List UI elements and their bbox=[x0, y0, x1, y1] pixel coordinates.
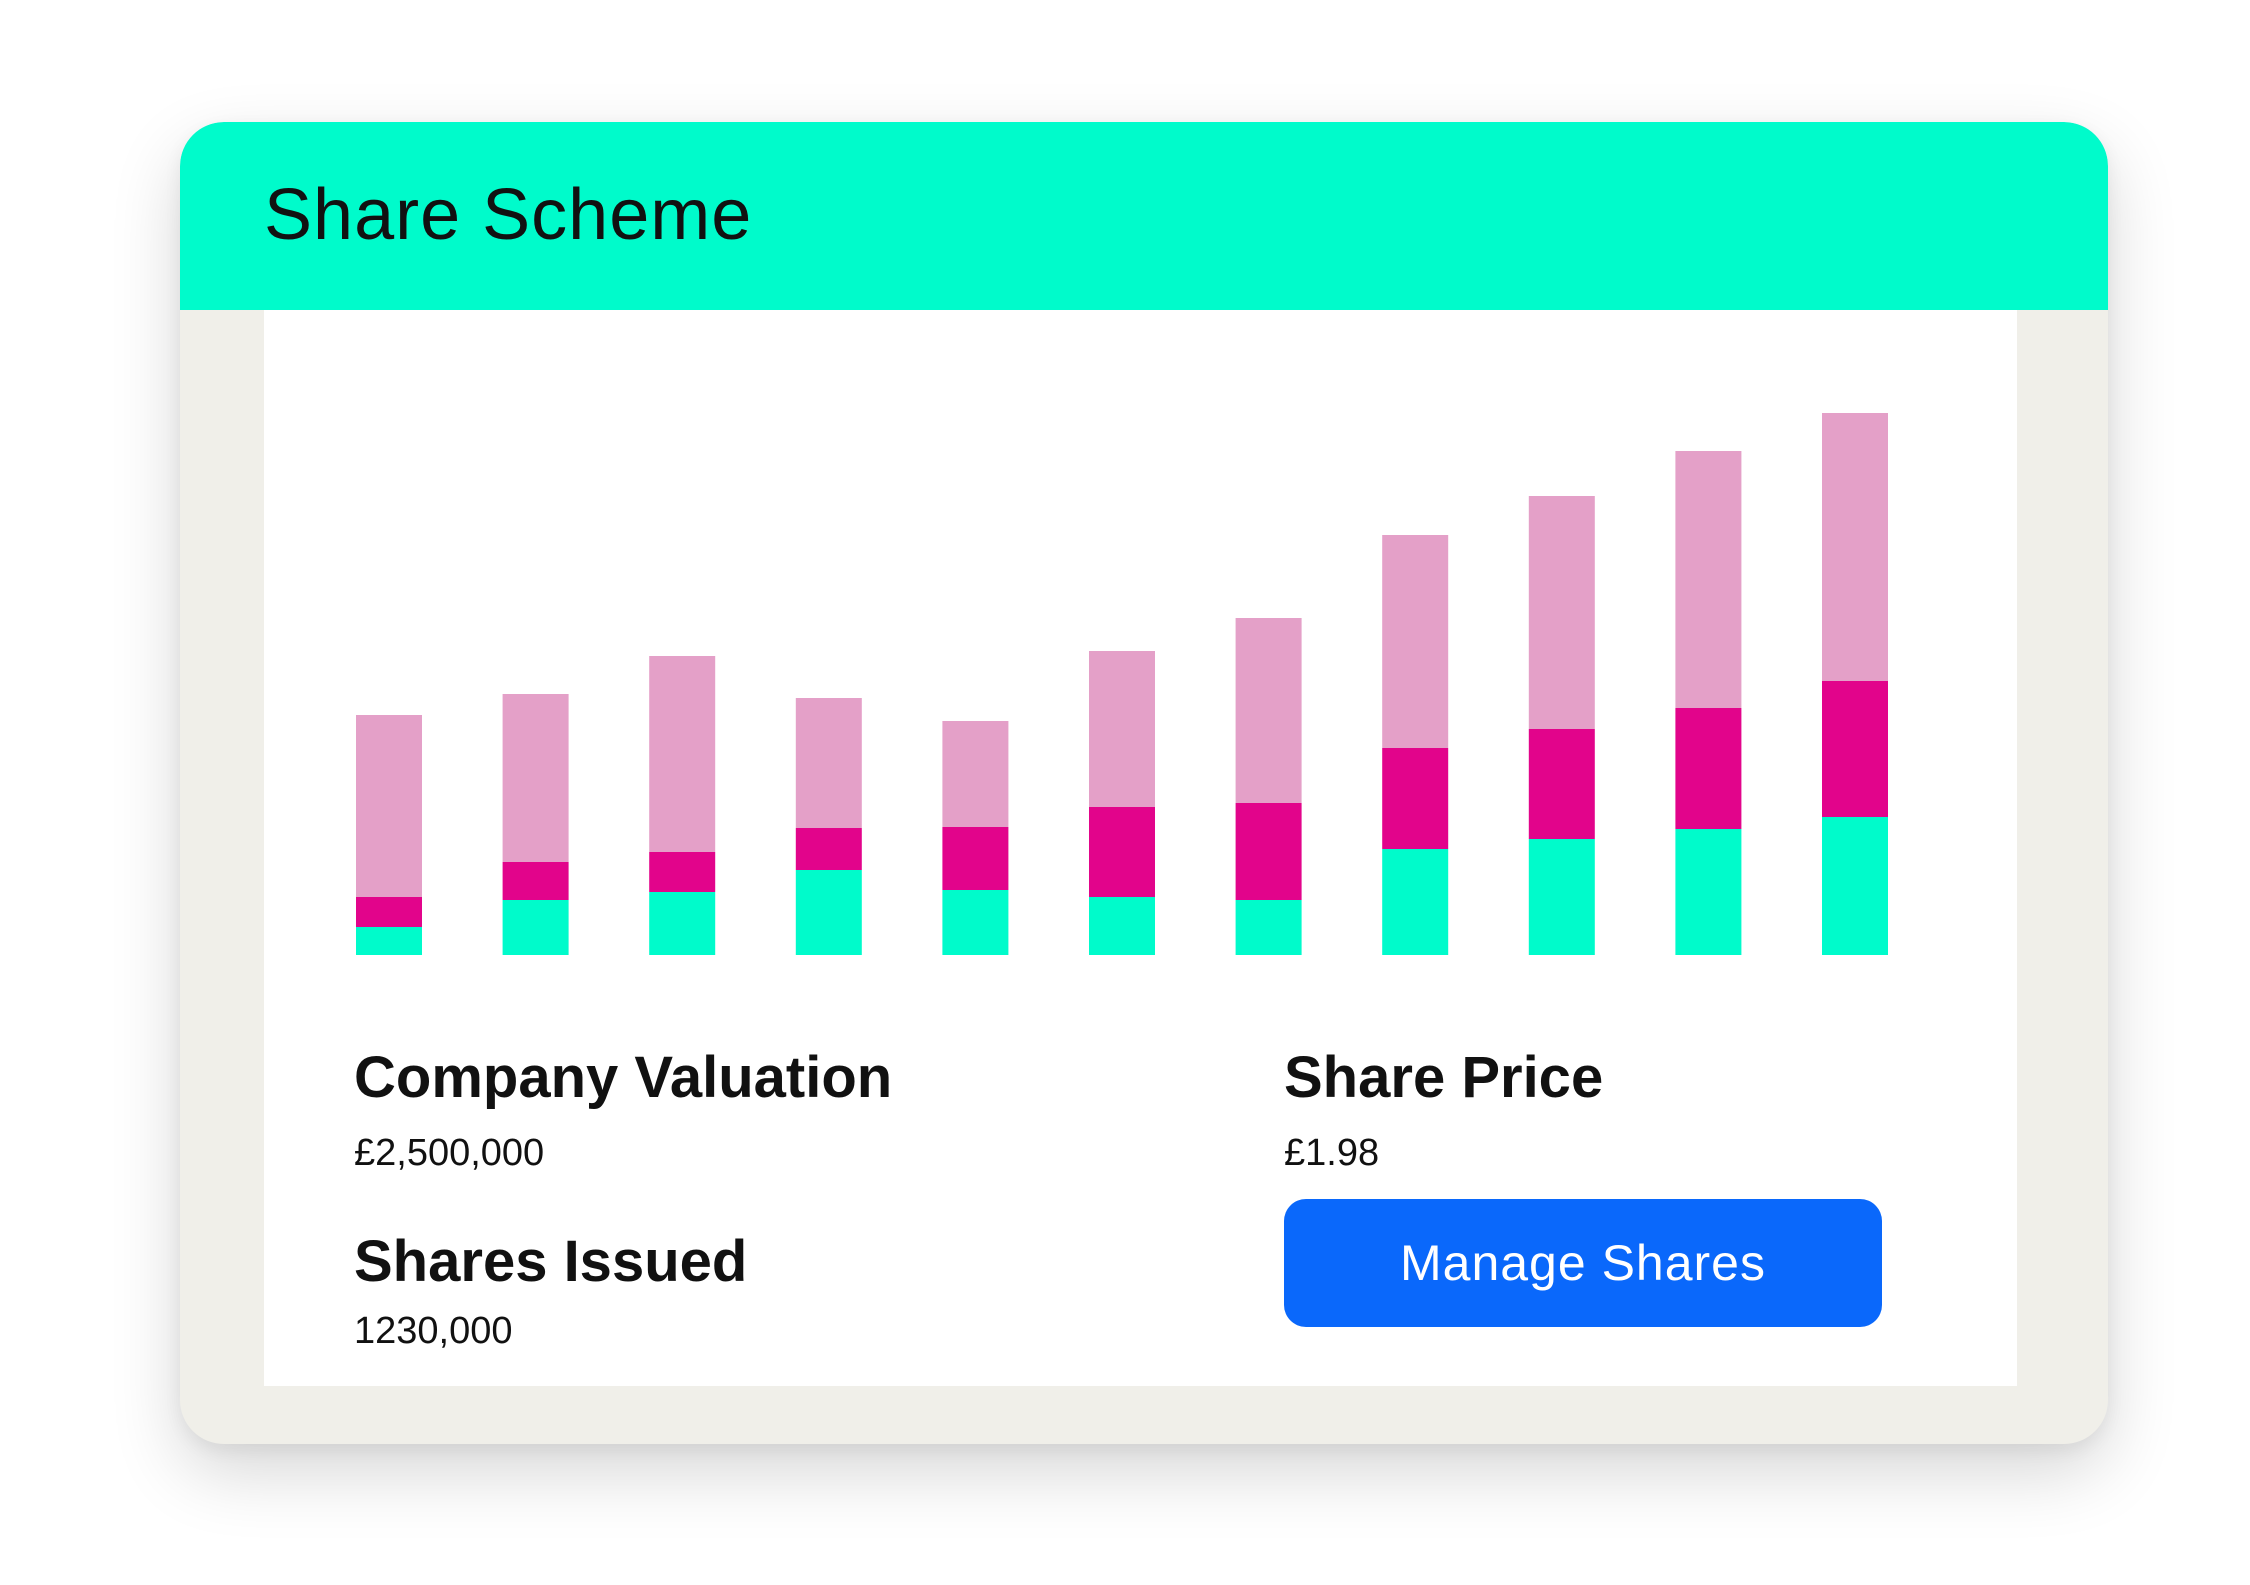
bar-4-segment-3 bbox=[795, 698, 862, 828]
bar-8-segment-2 bbox=[1382, 748, 1449, 849]
share-scheme-card: Share Scheme Company Valuation £2,500,00… bbox=[180, 122, 2108, 1444]
company-valuation-label: Company Valuation bbox=[354, 1045, 893, 1110]
card-title: Share Scheme bbox=[264, 175, 753, 255]
bar-10-segment-1 bbox=[1675, 829, 1742, 955]
bar-10-segment-3 bbox=[1675, 451, 1742, 708]
bar-11-segment-2 bbox=[1822, 681, 1888, 817]
manage-shares-button[interactable]: Manage Shares bbox=[1284, 1199, 1882, 1327]
bar-6-segment-3 bbox=[1089, 651, 1155, 807]
bar-1-segment-3 bbox=[356, 715, 422, 897]
bar-7-segment-2 bbox=[1235, 803, 1302, 900]
bar-1-segment-1 bbox=[356, 927, 422, 955]
bar-11-segment-3 bbox=[1822, 413, 1888, 681]
bar-7-segment-3 bbox=[1235, 618, 1302, 803]
share-price-label: Share Price bbox=[1284, 1045, 1604, 1110]
bar-4-segment-2 bbox=[795, 828, 862, 870]
bar-6-segment-1 bbox=[1089, 897, 1155, 955]
bar-2-segment-1 bbox=[502, 900, 569, 955]
bar-10-segment-2 bbox=[1675, 708, 1742, 829]
bar-5-segment-2 bbox=[942, 827, 1009, 890]
bar-8-segment-1 bbox=[1382, 849, 1449, 955]
bar-3-segment-2 bbox=[649, 852, 716, 892]
bar-5-segment-1 bbox=[942, 890, 1009, 955]
bar-1-segment-2 bbox=[356, 897, 422, 927]
shares-issued-value: 1230,000 bbox=[354, 1310, 513, 1352]
shares-issued-label: Shares Issued bbox=[354, 1229, 748, 1294]
stacked-bar-chart bbox=[356, 413, 1888, 955]
share-price-value: £1.98 bbox=[1284, 1132, 1380, 1174]
bar-9-segment-2 bbox=[1528, 729, 1595, 839]
bar-2-segment-3 bbox=[502, 694, 569, 862]
company-valuation-value: £2,500,000 bbox=[354, 1132, 545, 1174]
bar-7-segment-1 bbox=[1235, 900, 1302, 955]
bar-9-segment-3 bbox=[1528, 496, 1595, 729]
bar-9-segment-1 bbox=[1528, 839, 1595, 955]
bar-3-segment-1 bbox=[649, 892, 716, 955]
bar-11-segment-1 bbox=[1822, 817, 1888, 955]
bar-6-segment-2 bbox=[1089, 807, 1155, 897]
card-header: Share Scheme bbox=[180, 122, 2108, 310]
card-body: Company Valuation £2,500,000 Shares Issu… bbox=[264, 310, 2017, 1386]
bar-3-segment-3 bbox=[649, 656, 716, 852]
bar-8-segment-3 bbox=[1382, 535, 1449, 748]
bar-5-segment-3 bbox=[942, 721, 1009, 827]
bar-4-segment-1 bbox=[795, 870, 862, 955]
bar-2-segment-2 bbox=[502, 862, 569, 900]
